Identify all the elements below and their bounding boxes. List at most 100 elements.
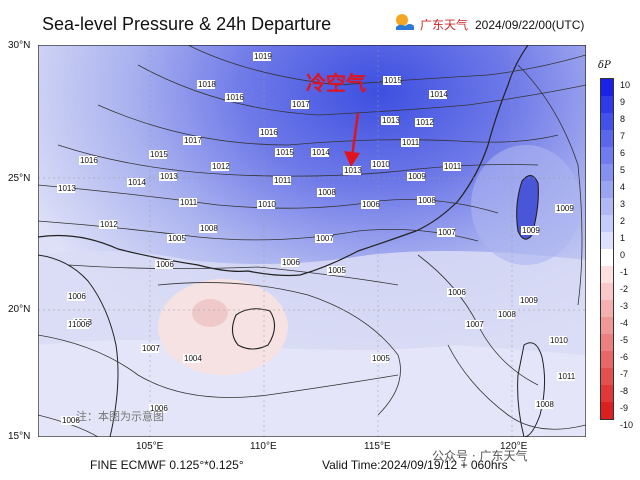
isobar-label-bg [371,354,389,363]
colorbar-label: -1 [620,267,629,277]
chart-title: Sea-level Pressure & 24h Departure [42,14,332,34]
isobar-label-bg [381,116,399,125]
colorbar-label: -5 [620,335,629,345]
colorbar-swatch [601,283,613,300]
isobar-label: 1008 [498,310,516,319]
colorbar-label: 2 [620,216,626,226]
isobar-label-bg [535,400,553,409]
isobar-label-bg [127,178,145,187]
colorbar-label: -4 [620,318,629,328]
colorbar-label: 3 [620,199,626,209]
isobar-label-bg [57,184,75,193]
isobar-label-bg [311,148,329,157]
isobar-label: 1005 [372,354,390,363]
isobar-label-bg [183,136,201,145]
cold-air-arrow [344,112,360,167]
colorbar-swatch [601,215,613,232]
colorbar-swatch [601,181,613,198]
lat-label-20n: 20°N [8,304,31,315]
isobar-label: 1012 [212,162,230,171]
isobar-label: 1011 [402,138,420,147]
isobar-label-bg [557,372,575,381]
isobar-label: 1013 [58,184,76,193]
lat-label-30n: 30°N [8,40,31,51]
lat-label-25n: 25°N [8,173,31,184]
isobar-label: 1017 [184,136,202,145]
isobar-label: 1007 [438,228,456,237]
isobar-label-bg [273,176,291,185]
isobar-label-bg [225,93,243,102]
colorbar-swatch [601,232,613,249]
colorbar-swatch [601,317,613,334]
isobar-label: 1012 [416,118,434,127]
isobar-label: 1014 [430,90,448,99]
isobar-label: 1016 [260,128,278,137]
colorbar-swatch [601,164,613,181]
isobar-label-bg [67,292,85,301]
isobar-label: 1008 [318,188,336,197]
colorbar-label: -2 [620,284,629,294]
colorbar-swatch [601,334,613,351]
colorbar-label: -9 [620,403,629,413]
colorbar-label: 10 [620,80,631,90]
isobar-label: 1010 [372,160,390,169]
isobar-label: 1006 [68,292,86,301]
isobar-label-bg [519,296,537,305]
colorbar-label: 1 [620,233,626,243]
isobar-label-bg [197,80,215,89]
isobar-label-bg [371,160,389,169]
colorbar-swatch [601,385,613,402]
colorbar-swatch [601,198,613,215]
isobar-label: 1015 [150,150,168,159]
colorbar-swatch [601,402,613,419]
isobar-label: 1013 [382,116,400,125]
isobar-label: 1018 [198,80,216,89]
colorbar-label: 9 [620,97,626,107]
hainan-island [231,308,276,350]
isobar-label: 1009 [522,226,540,235]
isobar-label-bg [149,404,167,413]
isobar-label: 1010 [258,200,276,209]
isobar-label-bg [401,138,419,147]
isobar-label-bg [317,188,335,197]
colorbar-swatch [601,351,613,368]
isobar-label-bg [417,196,435,205]
isobar-label-bg [407,172,425,181]
isobar-label: 1004 [184,354,202,363]
lon-label-115e: 115°E [364,441,391,452]
isobar-label: 1009 [520,296,538,305]
isobar-label: 1011 [444,162,462,171]
lon-label-105e: 105°E [136,441,164,452]
isobar-label: 1005 [168,234,186,243]
colorbar-swatch [601,266,613,283]
isobar-label: 1008 [536,400,554,409]
isobar-label: 1011 [180,198,198,207]
isobar-label-bg [199,224,217,233]
isobar-label-bg [281,258,299,267]
isobar-label: 1008 [418,196,436,205]
isobar-label: 1009 [556,204,574,213]
colorbar-swatch [601,368,613,385]
colorbar-label: -6 [620,352,629,362]
isobar-label-bg [179,198,197,207]
colorbar-swatch [601,147,613,164]
colorbar-label: 6 [620,148,626,158]
isobar-label: 1008 [200,224,218,233]
isobar-label-bg [71,320,89,329]
colorbar-swatch [601,113,613,130]
isobar-label: 1006 [62,416,80,425]
isobar-label: 1019 [254,52,272,61]
isobar-label: 1006 [362,200,380,209]
isobar-label: 1015 [384,76,402,85]
isobar-label: 1016 [80,156,98,165]
colorbar-label: 5 [620,165,626,175]
isobar-label: 1013 [160,172,178,181]
isobar-label-bg [159,172,177,181]
isobar-label: 1007 [466,320,484,329]
colorbar-title: δP [598,60,611,71]
isobar-label-bg [183,354,201,363]
isobar-label-bg [141,344,159,353]
isobar-label-bg [447,288,465,297]
isobar-label: 1014 [128,178,146,187]
isobar-label-bg [259,128,277,137]
